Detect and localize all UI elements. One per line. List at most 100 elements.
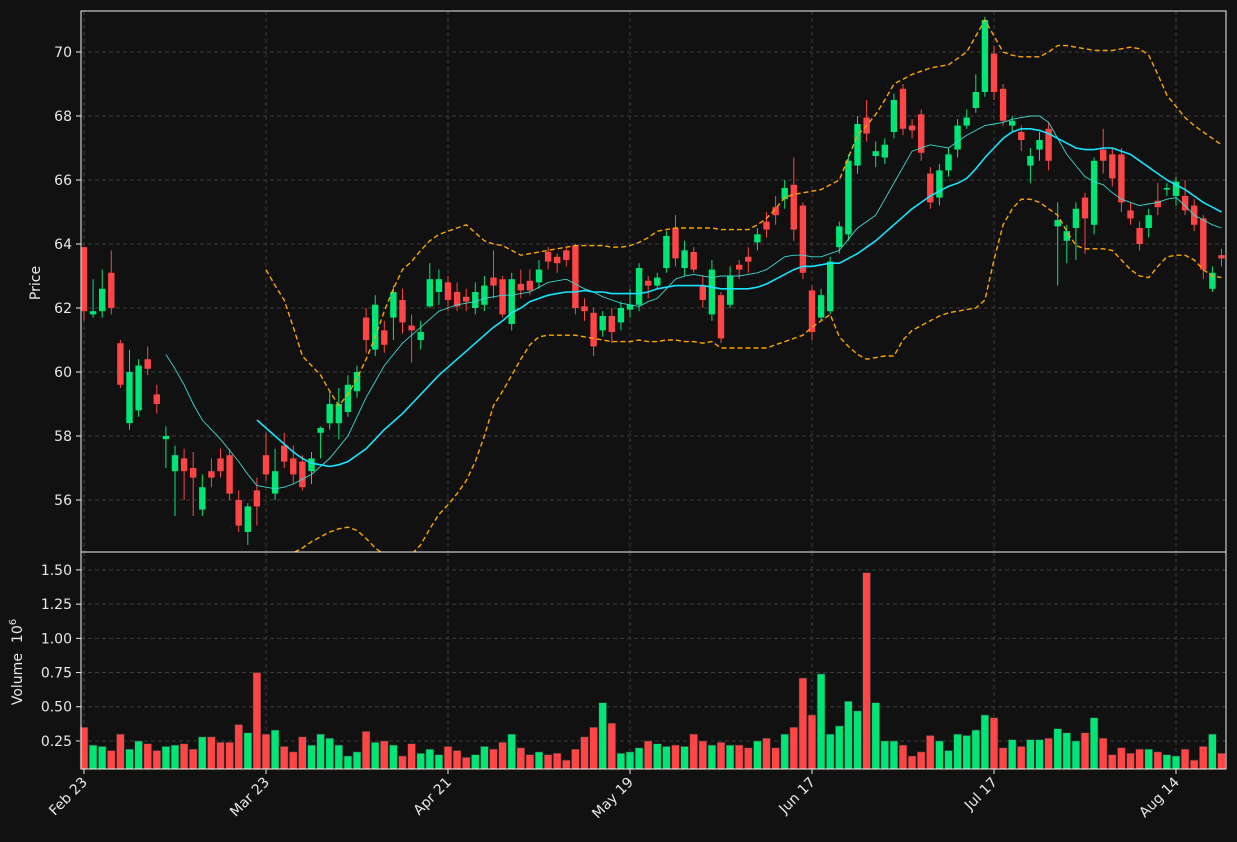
candle-body [180, 458, 188, 472]
candle-body [1209, 272, 1216, 289]
volume-bar [407, 743, 416, 770]
volume-bar [1044, 737, 1053, 770]
overlay-line [165, 115, 1222, 490]
y-tick-label: 66 [54, 173, 72, 189]
volume-bar [543, 754, 553, 770]
candle-body [927, 173, 934, 203]
volume-bar [798, 677, 808, 770]
volume-bar [298, 736, 307, 770]
volume-bar [198, 736, 207, 770]
volume-bar [443, 746, 453, 770]
volume-bar [571, 748, 580, 770]
volume-bar [88, 744, 98, 770]
volume-bar [307, 744, 316, 770]
volume-bar [480, 746, 489, 770]
volume-bar [161, 746, 171, 770]
volume-bar [634, 747, 644, 770]
volume-bar [316, 733, 325, 770]
candle-body [1118, 154, 1125, 203]
volume-bar [780, 733, 789, 770]
candle-body [426, 279, 433, 307]
candle-body [672, 227, 679, 259]
volume-label: Volume [10, 653, 26, 705]
volume-bar [907, 755, 917, 770]
candle-body [981, 19, 989, 92]
candle-body [635, 267, 643, 305]
candle-body [799, 205, 807, 273]
volume-bar [343, 755, 353, 770]
candle-body [435, 279, 443, 292]
volume-bar [980, 714, 990, 770]
volume-bar [734, 744, 744, 770]
volume-bar [1162, 754, 1172, 770]
volume-bar [461, 757, 471, 770]
candle-body [1145, 215, 1152, 228]
candle-body [936, 170, 943, 198]
volume-bar [398, 755, 407, 770]
volume-bar [452, 750, 462, 770]
candle-body [81, 247, 88, 312]
candle-body [1154, 200, 1161, 208]
y-tick-label: 60 [54, 365, 72, 381]
volume-bar [261, 733, 271, 770]
volume-bar [225, 742, 234, 770]
candle-body [1081, 197, 1089, 219]
candle-body [117, 343, 124, 385]
candle-body [1018, 131, 1025, 140]
volume-bar [1126, 752, 1135, 770]
candle-body [890, 99, 898, 132]
candle-body [827, 261, 834, 312]
candle-body [1200, 218, 1207, 270]
candle-body [317, 427, 324, 433]
volume-bar [871, 702, 880, 770]
volume-bar [425, 748, 434, 770]
volume-bar [234, 724, 243, 770]
candle-body [681, 250, 688, 268]
candle-body [1090, 160, 1098, 225]
volume-bar [289, 751, 298, 770]
volume-bar [671, 744, 680, 770]
volume-bar [216, 742, 225, 770]
candle-body [353, 371, 361, 392]
volume-bar [953, 733, 962, 770]
candle-body [572, 245, 579, 308]
candle-body [153, 394, 160, 404]
volume-bar [744, 747, 753, 770]
candle-body [208, 471, 215, 478]
volume-axis-label: Volume 106 [8, 619, 26, 705]
volume-bar [916, 751, 926, 770]
candle-body [362, 317, 370, 340]
candle-body [918, 114, 925, 153]
candle-body [508, 279, 515, 324]
candle-body [1218, 255, 1225, 259]
candle-body [608, 315, 615, 332]
volume-bar [625, 751, 635, 770]
candle-body [390, 291, 397, 318]
volume-bar [1026, 739, 1035, 770]
volume-bar [389, 744, 398, 770]
volume-bar [143, 743, 152, 770]
candle-body [945, 154, 952, 171]
volume-bar [1007, 739, 1017, 770]
candle-body [463, 296, 470, 302]
volume-bar [361, 731, 371, 770]
volume-bar [689, 733, 698, 770]
volume-bar [1171, 755, 1181, 770]
volume-bar [525, 754, 535, 770]
volume-bar [998, 747, 1008, 770]
candle-body [663, 235, 670, 268]
candle-body [1172, 181, 1180, 196]
volume-bar [207, 736, 216, 770]
candle-body [262, 455, 270, 475]
overlay-line [265, 18, 1222, 407]
y-tick-label: 68 [54, 109, 72, 125]
volume-bar [107, 750, 116, 770]
candle-body [1045, 128, 1052, 161]
volume-bar [935, 740, 944, 770]
candle-body [344, 384, 352, 412]
volume-tick-label: 1.50 [41, 563, 72, 579]
y-tick-label: 70 [54, 45, 72, 61]
candle-body [990, 53, 998, 92]
